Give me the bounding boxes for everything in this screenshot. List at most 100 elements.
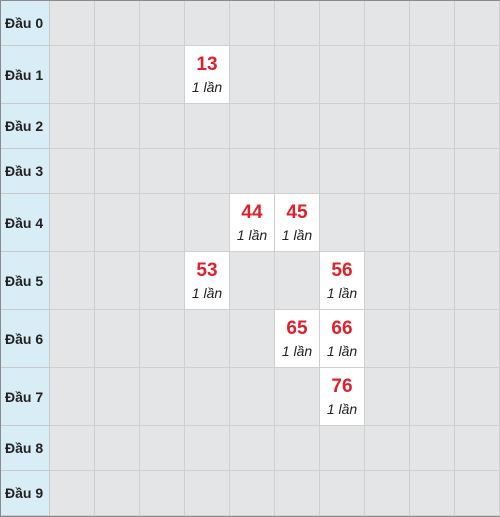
table-cell <box>410 252 455 310</box>
table-cell <box>275 149 320 194</box>
count: 1 lần <box>326 400 358 417</box>
table-cell <box>275 1 320 46</box>
table-cell <box>95 368 140 426</box>
table-cell <box>230 368 275 426</box>
table-cell <box>410 471 455 516</box>
table-cell <box>50 471 95 516</box>
table-cell <box>140 426 185 471</box>
table-cell <box>140 310 185 368</box>
table-cell <box>95 149 140 194</box>
table-cell <box>230 252 275 310</box>
number: 44 <box>241 201 263 223</box>
table-row: Đầu 9 <box>1 471 500 516</box>
table-cell <box>410 310 455 368</box>
table-row: Đầu 4 44 1 lần 45 1 lần <box>1 194 500 252</box>
table-cell: 53 1 lần <box>185 252 230 310</box>
row-label: Đầu 7 <box>1 368 50 426</box>
count: 1 lần <box>191 284 223 301</box>
table-cell <box>95 194 140 252</box>
table-cell <box>230 426 275 471</box>
table-cell <box>455 426 500 471</box>
table-row: Đầu 2 <box>1 104 500 149</box>
table-cell <box>410 149 455 194</box>
table-cell <box>230 1 275 46</box>
row-label: Đầu 3 <box>1 149 50 194</box>
count: 1 lần <box>281 226 313 243</box>
table-cell: 13 1 lần <box>185 46 230 104</box>
table-cell <box>140 471 185 516</box>
table-cell <box>50 310 95 368</box>
table-cell <box>275 252 320 310</box>
table-cell <box>275 426 320 471</box>
table-cell <box>140 368 185 426</box>
count: 1 lần <box>326 284 358 301</box>
table-cell <box>185 310 230 368</box>
table-cell <box>410 104 455 149</box>
table-cell <box>230 310 275 368</box>
table-cell <box>455 1 500 46</box>
table-cell <box>455 149 500 194</box>
table-cell <box>365 149 410 194</box>
table-cell <box>230 471 275 516</box>
table-row: Đầu 5 53 1 lần 56 1 lần <box>1 252 500 310</box>
table-cell <box>455 46 500 104</box>
table-row: Đầu 8 <box>1 426 500 471</box>
table-cell <box>95 46 140 104</box>
table-cell <box>320 471 365 516</box>
table-cell <box>185 149 230 194</box>
number: 13 <box>196 53 218 75</box>
count: 1 lần <box>236 226 268 243</box>
table-cell <box>365 368 410 426</box>
table-cell <box>50 104 95 149</box>
table-cell <box>185 1 230 46</box>
table-cell <box>230 104 275 149</box>
table-row: Đầu 0 <box>1 1 500 46</box>
table-cell <box>140 252 185 310</box>
count: 1 lần <box>326 342 358 359</box>
table-cell <box>365 252 410 310</box>
table-cell <box>140 194 185 252</box>
table-cell <box>455 252 500 310</box>
table-cell <box>185 104 230 149</box>
table-cell <box>320 1 365 46</box>
table-cell <box>410 194 455 252</box>
count: 1 lần <box>191 78 223 95</box>
table-cell <box>50 149 95 194</box>
table-cell: 76 1 lần <box>320 368 365 426</box>
table-cell <box>140 1 185 46</box>
table-cell <box>365 46 410 104</box>
table-cell <box>455 471 500 516</box>
table-cell <box>410 1 455 46</box>
number: 65 <box>286 317 308 339</box>
table-cell <box>365 1 410 46</box>
table-cell <box>410 46 455 104</box>
table-cell <box>95 1 140 46</box>
number: 76 <box>331 375 353 397</box>
table-cell: 56 1 lần <box>320 252 365 310</box>
table-cell <box>230 46 275 104</box>
table-cell <box>320 426 365 471</box>
table-cell <box>50 46 95 104</box>
table-cell <box>95 471 140 516</box>
table-cell <box>410 368 455 426</box>
table-cell <box>95 104 140 149</box>
table-cell <box>50 1 95 46</box>
table-cell <box>140 149 185 194</box>
table-cell <box>50 252 95 310</box>
table-cell <box>275 46 320 104</box>
table-cell <box>410 426 455 471</box>
table-cell <box>50 426 95 471</box>
table-row: Đầu 1 13 1 lần <box>1 46 500 104</box>
table-row: Đầu 6 65 1 lần 66 1 lần <box>1 310 500 368</box>
table-cell <box>50 368 95 426</box>
table-cell <box>455 368 500 426</box>
table-cell <box>365 471 410 516</box>
table-cell <box>185 194 230 252</box>
table-cell <box>95 426 140 471</box>
table-cell <box>185 368 230 426</box>
row-label: Đầu 5 <box>1 252 50 310</box>
table-cell <box>185 426 230 471</box>
row-label: Đầu 6 <box>1 310 50 368</box>
table-row: Đầu 7 76 1 lần <box>1 368 500 426</box>
